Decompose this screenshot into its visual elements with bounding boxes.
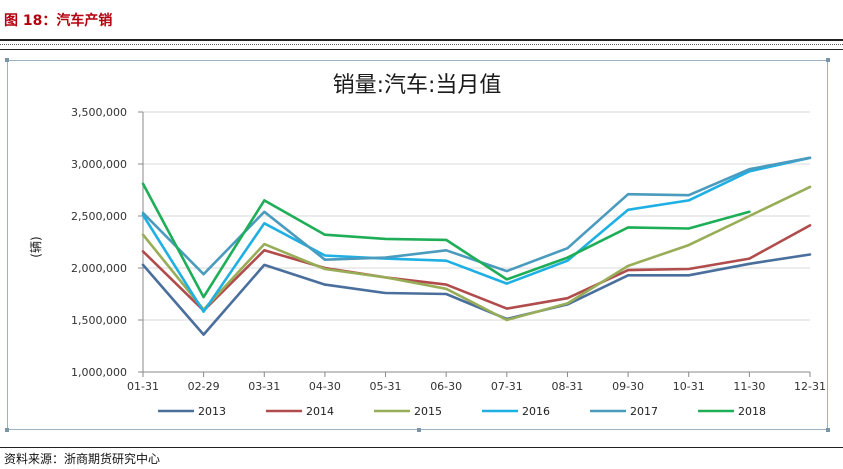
- resize-handle-bottom[interactable]: [417, 428, 421, 432]
- series-line-2016: [141, 156, 812, 313]
- figure-caption: 图 18：汽车产销: [4, 13, 113, 29]
- x-tick-label: 02-29: [188, 380, 220, 393]
- x-tick-label: 01-31: [127, 380, 159, 393]
- y-tick-label: 3,500,000: [71, 106, 127, 119]
- series-line-2015: [141, 185, 812, 322]
- legend-label-2018: 2018: [738, 405, 766, 418]
- resize-handle-tl[interactable]: [5, 58, 9, 62]
- y-tick-label: 1,500,000: [71, 314, 127, 327]
- y-tick-label: 2,500,000: [71, 210, 127, 223]
- x-tick-label: 04-30: [309, 380, 341, 393]
- y-tick-label: 1,000,000: [71, 366, 127, 379]
- resize-handle-br[interactable]: [826, 428, 830, 432]
- resize-handle-tr[interactable]: [826, 58, 830, 62]
- legend-label-2015: 2015: [414, 405, 442, 418]
- x-tick-label: 06-30: [430, 380, 462, 393]
- resize-handle-bl[interactable]: [5, 428, 9, 432]
- legend-label-2016: 2016: [522, 405, 550, 418]
- y-tick-label: 3,000,000: [71, 158, 127, 171]
- footer-rule: [0, 447, 843, 448]
- header-rule-dotted: [0, 44, 843, 45]
- legend-label-2017: 2017: [630, 405, 658, 418]
- series-line-2013: [141, 253, 812, 336]
- series-line-2014: [141, 224, 812, 312]
- x-tick-label: 12-31: [794, 380, 826, 393]
- x-tick-label: 11-30: [733, 380, 765, 393]
- legend-label-2013: 2013: [198, 405, 226, 418]
- legend-label-2014: 2014: [306, 405, 334, 418]
- x-tick-label: 05-31: [370, 380, 402, 393]
- x-tick-label: 03-31: [248, 380, 280, 393]
- header-rule-thin: [0, 49, 843, 50]
- y-tick-label: 2,000,000: [71, 262, 127, 275]
- chart-title: 销量:汽车:当月值: [333, 73, 502, 98]
- y-axis-label: (辆): [29, 236, 43, 257]
- header-rule-thick: [0, 39, 843, 41]
- x-tick-label: 07-31: [491, 380, 523, 393]
- x-tick-label: 09-30: [612, 380, 644, 393]
- source-note: 资料来源：浙商期货研究中心: [4, 452, 161, 466]
- x-tick-label: 10-31: [673, 380, 705, 393]
- x-tick-label: 08-31: [551, 380, 583, 393]
- series-line-2018: [141, 182, 751, 299]
